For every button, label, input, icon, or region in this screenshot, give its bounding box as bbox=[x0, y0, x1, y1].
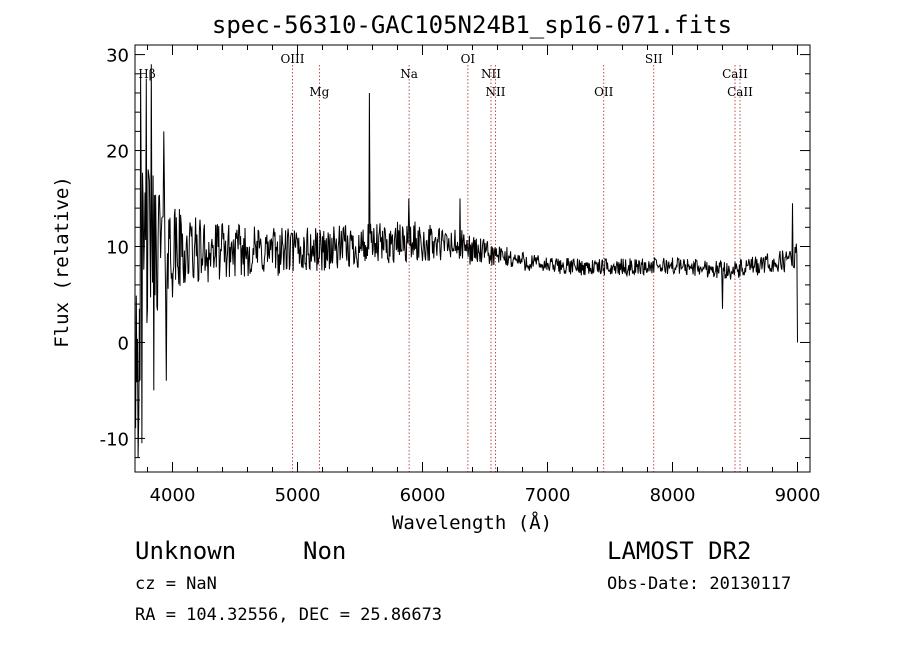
x-tick-label: 7000 bbox=[525, 485, 571, 506]
y-tick-label: 10 bbox=[106, 238, 129, 259]
x-axis-ticks: 4000 5000 6000 7000 8000 9000 bbox=[147, 45, 821, 506]
object-subclass: Non bbox=[303, 537, 346, 565]
spectral-line-label: NII bbox=[481, 67, 501, 81]
object-class: Unknown bbox=[135, 537, 236, 565]
spectral-line-label: CaII bbox=[727, 85, 753, 99]
spectral-line-label: OII bbox=[594, 85, 614, 99]
y-axis-label: Flux (relative) bbox=[51, 176, 73, 348]
x-axis-label: Wavelength (Å) bbox=[392, 511, 552, 534]
spectral-line-label: Na bbox=[400, 67, 418, 81]
coordinates: RA = 104.32556, DEC = 25.86673 bbox=[135, 605, 442, 625]
y-axis-ticks: -10 0 10 20 30 bbox=[100, 46, 810, 459]
spectral-line-label: CaII bbox=[722, 67, 748, 81]
y-tick-label: 0 bbox=[118, 333, 129, 354]
observation-date: Obs-Date: 20130117 bbox=[607, 574, 791, 594]
redshift-value: cz = NaN bbox=[135, 574, 217, 594]
x-tick-label: 4000 bbox=[150, 485, 196, 506]
chart-title: spec-56310-GAC105N24B1_sp16-071.fits bbox=[212, 11, 732, 39]
x-tick-label: 5000 bbox=[275, 485, 321, 506]
x-tick-label: 9000 bbox=[775, 485, 821, 506]
spectral-line-label: OIII bbox=[280, 52, 304, 66]
spectrum-line bbox=[134, 64, 798, 458]
spectral-line-label: SII bbox=[645, 52, 663, 66]
survey-name: LAMOST DR2 bbox=[607, 537, 752, 565]
y-tick-label: 30 bbox=[106, 46, 129, 67]
spectral-line-label: Mg bbox=[309, 85, 329, 99]
spectral-line-label: OI bbox=[461, 52, 476, 66]
spectral-line-label: NII bbox=[486, 85, 506, 99]
y-tick-label: -10 bbox=[100, 429, 129, 450]
y-tick-label: 20 bbox=[106, 142, 129, 163]
x-tick-label: 6000 bbox=[400, 485, 446, 506]
x-tick-label: 8000 bbox=[650, 485, 696, 506]
